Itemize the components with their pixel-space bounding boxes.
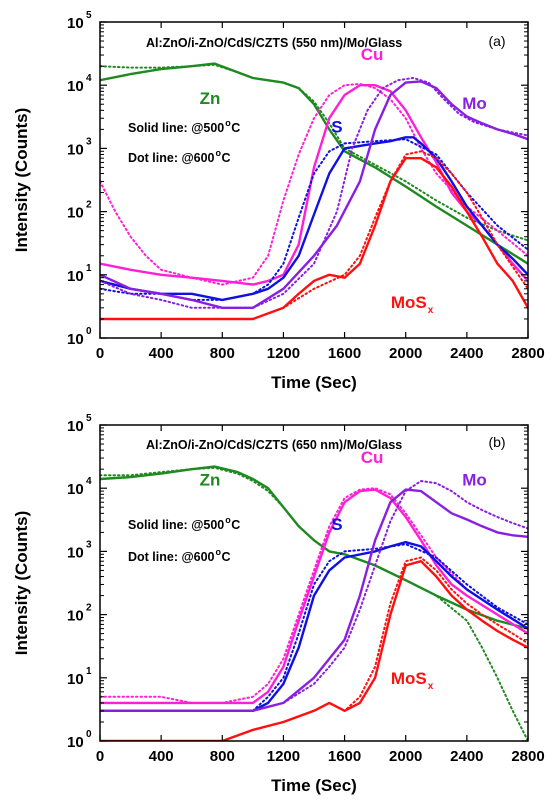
y-tick-label: 10 (67, 544, 84, 561)
series-group (100, 465, 528, 741)
y-tick-exponent: 1 (86, 666, 92, 677)
series-line-s (100, 136, 528, 302)
series-annotation: Mo (462, 94, 487, 113)
note-unit: C (231, 518, 240, 532)
x-tick-label: 0 (96, 748, 104, 765)
plot-title: Al:ZnO/i-ZnO/CdS/CZTS (550 nm)/Mo/Glass (146, 36, 402, 50)
series-annotation: S (331, 515, 342, 534)
y-tick-label: 10 (67, 418, 84, 435)
x-tick-label: 400 (149, 748, 174, 765)
note-degree-symbol: o (216, 547, 222, 557)
x-axis-label: Time (Sec) (271, 373, 357, 392)
series-line-mo-600 (100, 77, 528, 309)
series-annotation-subscript: x (428, 681, 434, 692)
note-degree-symbol: o (225, 118, 231, 128)
y-tick-label: 10 (67, 205, 84, 222)
y-tick-exponent: 0 (86, 326, 92, 337)
y-axis-label: Intensity (Counts) (12, 108, 31, 253)
x-tick-label: 2800 (511, 345, 544, 362)
series-annotation: Cu (361, 45, 384, 64)
x-tick-label: 1200 (267, 748, 300, 765)
series-line-zn-600 (100, 63, 528, 242)
x-tick-label: 800 (210, 748, 235, 765)
plot-frame (99, 424, 529, 742)
series-annotation: S (331, 117, 342, 136)
y-tick-exponent: 2 (86, 200, 92, 211)
y-tick-exponent: 3 (86, 136, 92, 147)
series-line-mosx-600 (100, 556, 528, 741)
y-tick-label: 10 (67, 734, 84, 751)
series-group (100, 62, 528, 321)
x-tick-label: 2400 (450, 748, 483, 765)
series-annotation-subscript: x (428, 305, 434, 316)
y-tick-label: 10 (67, 671, 84, 688)
y-tick-label: 10 (67, 608, 84, 625)
panel-label: (b) (488, 434, 505, 450)
series-annotation: MoS (391, 293, 427, 312)
y-axis-label: Intensity (Counts) (12, 511, 31, 656)
series-annotation: Zn (200, 471, 221, 490)
x-tick-label: 800 (210, 345, 235, 362)
x-tick-label: 400 (149, 345, 174, 362)
series-line-zn-600 (100, 466, 528, 741)
note-unit: C (222, 151, 231, 165)
series-line-cu-600 (100, 82, 528, 286)
x-tick-label: 1600 (328, 748, 361, 765)
x-tick-label: 1600 (328, 345, 361, 362)
y-tick-exponent: 4 (86, 476, 92, 487)
plot-title: Al:ZnO/i-ZnO/CdS/CZTS (650 nm)/Mo/Glass (146, 438, 402, 452)
series-annotation: Mo (462, 471, 487, 490)
series-annotation: Zn (200, 89, 221, 108)
note-solid-line: Solid line: @500 (128, 121, 224, 135)
y-tick-label: 10 (67, 268, 84, 285)
note-dot-line: Dot line: @600 (128, 550, 215, 564)
y-tick-label: 10 (67, 141, 84, 158)
series-annotation: Cu (361, 448, 384, 467)
y-tick-exponent: 4 (86, 73, 92, 84)
y-tick-exponent: 5 (86, 10, 92, 21)
x-tick-label: 2400 (450, 345, 483, 362)
y-tick-label: 10 (67, 481, 84, 498)
x-tick-label: 2800 (511, 748, 544, 765)
y-tick-exponent: 2 (86, 603, 92, 614)
y-tick-exponent: 5 (86, 413, 92, 424)
y-tick-exponent: 3 (86, 539, 92, 550)
series-line-mosx (100, 560, 528, 741)
x-tick-label: 2000 (389, 748, 422, 765)
note-solid-line: Solid line: @500 (128, 518, 224, 532)
y-tick-exponent: 1 (86, 263, 92, 274)
x-tick-label: 1200 (267, 345, 300, 362)
y-tick-exponent: 0 (86, 729, 92, 740)
note-dot-line: Dot line: @600 (128, 151, 215, 165)
note-unit: C (222, 550, 231, 564)
note-degree-symbol: o (225, 515, 231, 525)
y-tick-label: 10 (67, 331, 84, 348)
x-tick-label: 0 (96, 345, 104, 362)
panel-label: (a) (488, 33, 505, 49)
series-annotation: MoS (391, 669, 427, 688)
note-unit: C (231, 121, 240, 135)
y-tick-label: 10 (67, 15, 84, 32)
series-line-mo (100, 80, 528, 309)
series-line-cu-600 (100, 487, 528, 704)
note-degree-symbol: o (216, 148, 222, 158)
series-line-mo-600 (100, 480, 528, 712)
series-line-mosx-600 (100, 150, 528, 320)
x-axis-label: Time (Sec) (271, 776, 357, 795)
y-tick-label: 10 (67, 78, 84, 95)
x-tick-label: 2000 (389, 345, 422, 362)
plot-frame (99, 21, 529, 339)
